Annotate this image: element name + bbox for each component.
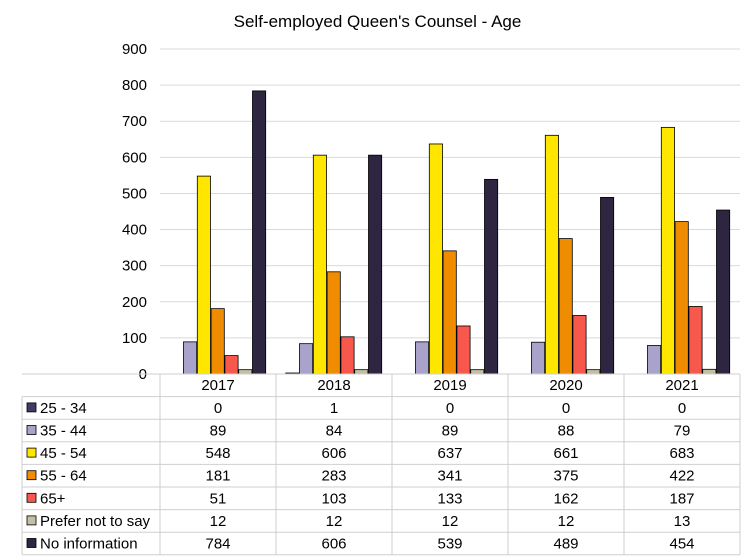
bar — [340, 336, 355, 375]
legend-label: No information — [40, 536, 138, 553]
bars — [183, 90, 731, 375]
table-value: 133 — [437, 490, 462, 507]
table-value: 187 — [669, 490, 694, 507]
y-tick-label: 800 — [122, 77, 147, 94]
table-value: 51 — [210, 490, 227, 507]
bar — [531, 341, 546, 375]
bar — [299, 343, 314, 375]
table-value: 375 — [553, 468, 578, 485]
chart-title: Self-employed Queen's Counsel - Age — [233, 12, 522, 31]
table-value: 283 — [321, 468, 346, 485]
y-tick-label: 500 — [122, 185, 147, 202]
table-value: 637 — [437, 445, 462, 462]
legend-swatch — [26, 402, 37, 413]
table-value: 12 — [326, 513, 343, 530]
table-value: 103 — [321, 490, 346, 507]
bar — [224, 355, 239, 375]
x-tick-label: 2017 — [201, 377, 234, 394]
table-value: 88 — [558, 423, 575, 440]
table-value: 548 — [205, 445, 230, 462]
table-value: 606 — [321, 536, 346, 553]
legend-swatch — [26, 470, 37, 481]
bar — [600, 197, 615, 375]
table-value: 79 — [674, 423, 691, 440]
bar — [586, 369, 601, 375]
table-value: 539 — [437, 536, 462, 553]
table-value: 12 — [558, 513, 575, 530]
legend-label: 35 - 44 — [40, 423, 87, 440]
bar — [415, 341, 430, 375]
table-value: 661 — [553, 445, 578, 462]
legend-swatch — [26, 538, 37, 548]
bar — [210, 308, 225, 375]
bar — [238, 369, 253, 375]
bar — [688, 306, 703, 375]
table-value: 0 — [446, 400, 454, 417]
bar — [660, 126, 675, 375]
bar — [647, 345, 662, 375]
legend-swatch — [26, 425, 37, 435]
bar — [354, 369, 369, 375]
x-tick-label: 2021 — [665, 377, 698, 394]
y-tick-label: 900 — [122, 41, 147, 58]
x-tick-label: 2019 — [433, 377, 466, 394]
legend-label: 45 - 54 — [40, 445, 87, 462]
bar — [368, 154, 383, 375]
table-value: 454 — [669, 536, 694, 553]
legend-label: 25 - 34 — [40, 400, 87, 417]
legend-swatch — [26, 515, 37, 526]
bar — [470, 369, 485, 375]
bar — [484, 178, 499, 375]
legend-label: Prefer not to say — [40, 513, 151, 530]
y-tick-label: 700 — [122, 113, 147, 130]
x-tick-label: 2018 — [317, 377, 350, 394]
table-value: 422 — [669, 468, 694, 485]
table-value: 13 — [674, 513, 691, 530]
bar — [442, 250, 457, 375]
table-value: 341 — [437, 468, 462, 485]
table-value: 12 — [210, 513, 227, 530]
y-tick-label: 300 — [122, 258, 147, 275]
bar — [183, 341, 198, 375]
legend-label: 55 - 64 — [40, 468, 87, 485]
table-value: 84 — [326, 423, 343, 440]
bar — [716, 209, 731, 375]
legend-swatch — [26, 447, 37, 458]
table-value: 1 — [330, 400, 338, 417]
bar — [702, 368, 717, 375]
data-table: 2017 2018 2019 2020 2021 25 - 34 0 1 0 0 0 35 - 44 8… — [21, 373, 741, 556]
bar — [252, 90, 267, 375]
bar — [572, 315, 587, 375]
y-tick-label: 200 — [122, 294, 147, 311]
legend-label: 65+ — [40, 490, 66, 507]
table-value: 89 — [442, 423, 459, 440]
table-value: 181 — [205, 468, 230, 485]
legend-swatch — [26, 492, 37, 503]
bar — [544, 134, 559, 375]
table-value: 0 — [214, 400, 222, 417]
table-value: 489 — [553, 536, 578, 553]
bar — [312, 154, 327, 375]
bar — [456, 325, 471, 375]
y-tick-label: 100 — [122, 330, 147, 347]
table-value: 0 — [562, 400, 570, 417]
table-value: 89 — [210, 423, 227, 440]
table-value: 0 — [678, 400, 686, 417]
y-tick-label: 600 — [122, 149, 147, 166]
y-tick-label: 400 — [122, 222, 147, 239]
x-tick-label: 2020 — [549, 377, 582, 394]
bar — [558, 238, 573, 375]
table-value: 12 — [442, 513, 459, 530]
table-value: 162 — [553, 490, 578, 507]
bar — [428, 143, 443, 375]
bar — [196, 175, 211, 375]
table-value: 784 — [205, 536, 230, 553]
table-value: 606 — [321, 445, 346, 462]
bar — [674, 221, 689, 375]
table-value: 683 — [669, 445, 694, 462]
bar — [326, 271, 341, 375]
